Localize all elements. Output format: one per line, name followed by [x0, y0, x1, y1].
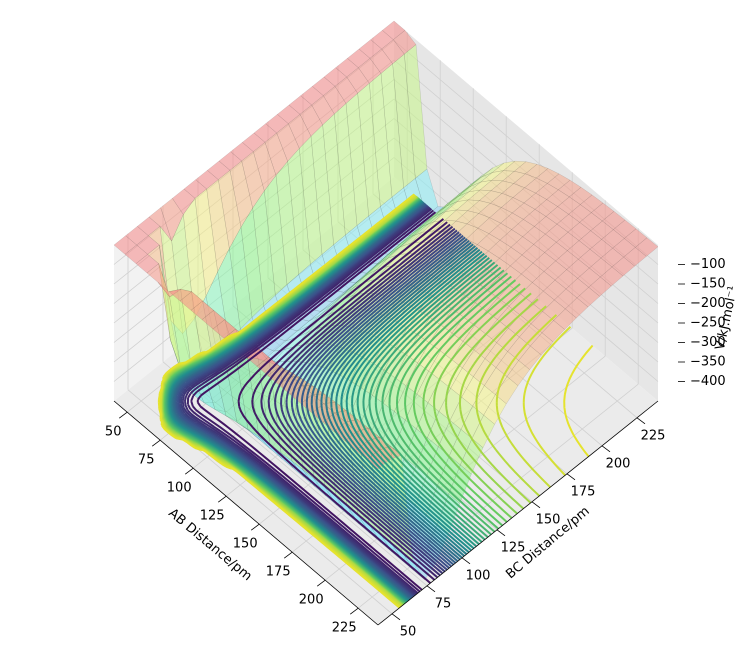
- y-tick: [566, 473, 576, 481]
- z-tick-label: −150: [690, 277, 726, 292]
- contour-line: [157, 193, 594, 609]
- x-tick: [151, 439, 161, 447]
- contour-line: [186, 208, 451, 594]
- z-tick-label: −400: [690, 374, 726, 389]
- y-tick-label: 175: [571, 484, 596, 499]
- y-tick-label: 125: [501, 540, 526, 555]
- x-tick: [118, 411, 128, 419]
- x-tick: [349, 607, 359, 615]
- y-tick-label: 50: [400, 624, 417, 639]
- y-axis-line: [377, 400, 659, 626]
- z-tick-label: −350: [690, 355, 726, 370]
- x-tick-label: 150: [233, 537, 258, 552]
- x-tick: [184, 467, 194, 475]
- y-tick-label: 100: [466, 568, 491, 583]
- contour-line: [190, 209, 448, 593]
- y-tick: [531, 501, 541, 509]
- x-tick-label: 200: [299, 593, 324, 608]
- x-tick: [250, 523, 260, 531]
- contour-line: [196, 211, 445, 591]
- y-tick-label: 75: [435, 596, 452, 611]
- y-tick-label: 225: [641, 428, 666, 443]
- axes: 50 75 100 125 150 175 200 225 50 75 100 125 150 175 20…: [105, 257, 726, 639]
- z-tick-label: −250: [690, 316, 726, 331]
- y-tick: [426, 585, 436, 593]
- z-tick-label: −100: [690, 257, 726, 272]
- y-tick-label: 200: [606, 456, 631, 471]
- y-tick: [496, 529, 506, 537]
- x-tick-label: 75: [138, 453, 155, 468]
- x-tick: [316, 579, 326, 587]
- x-tick-label: 100: [167, 481, 192, 496]
- x-tick-label: 125: [200, 509, 225, 524]
- x-tick: [283, 551, 293, 559]
- contour-line: [181, 206, 456, 596]
- contours: [157, 193, 594, 609]
- y-tick: [636, 417, 646, 425]
- x-tick-label: 175: [266, 565, 291, 580]
- surface-patch: [495, 376, 519, 405]
- y-tick: [391, 613, 401, 621]
- y-tick-label: 150: [536, 512, 561, 527]
- y-tick: [461, 557, 471, 565]
- z-tick-label: −300: [690, 335, 726, 350]
- y-tick: [601, 445, 611, 453]
- x-axis-line: [113, 400, 379, 626]
- x-tick: [217, 495, 227, 503]
- x-tick-label: 225: [332, 621, 357, 636]
- z-tick-label: −200: [690, 296, 726, 311]
- contour-line: [184, 207, 454, 595]
- x-tick-label: 50: [105, 425, 122, 440]
